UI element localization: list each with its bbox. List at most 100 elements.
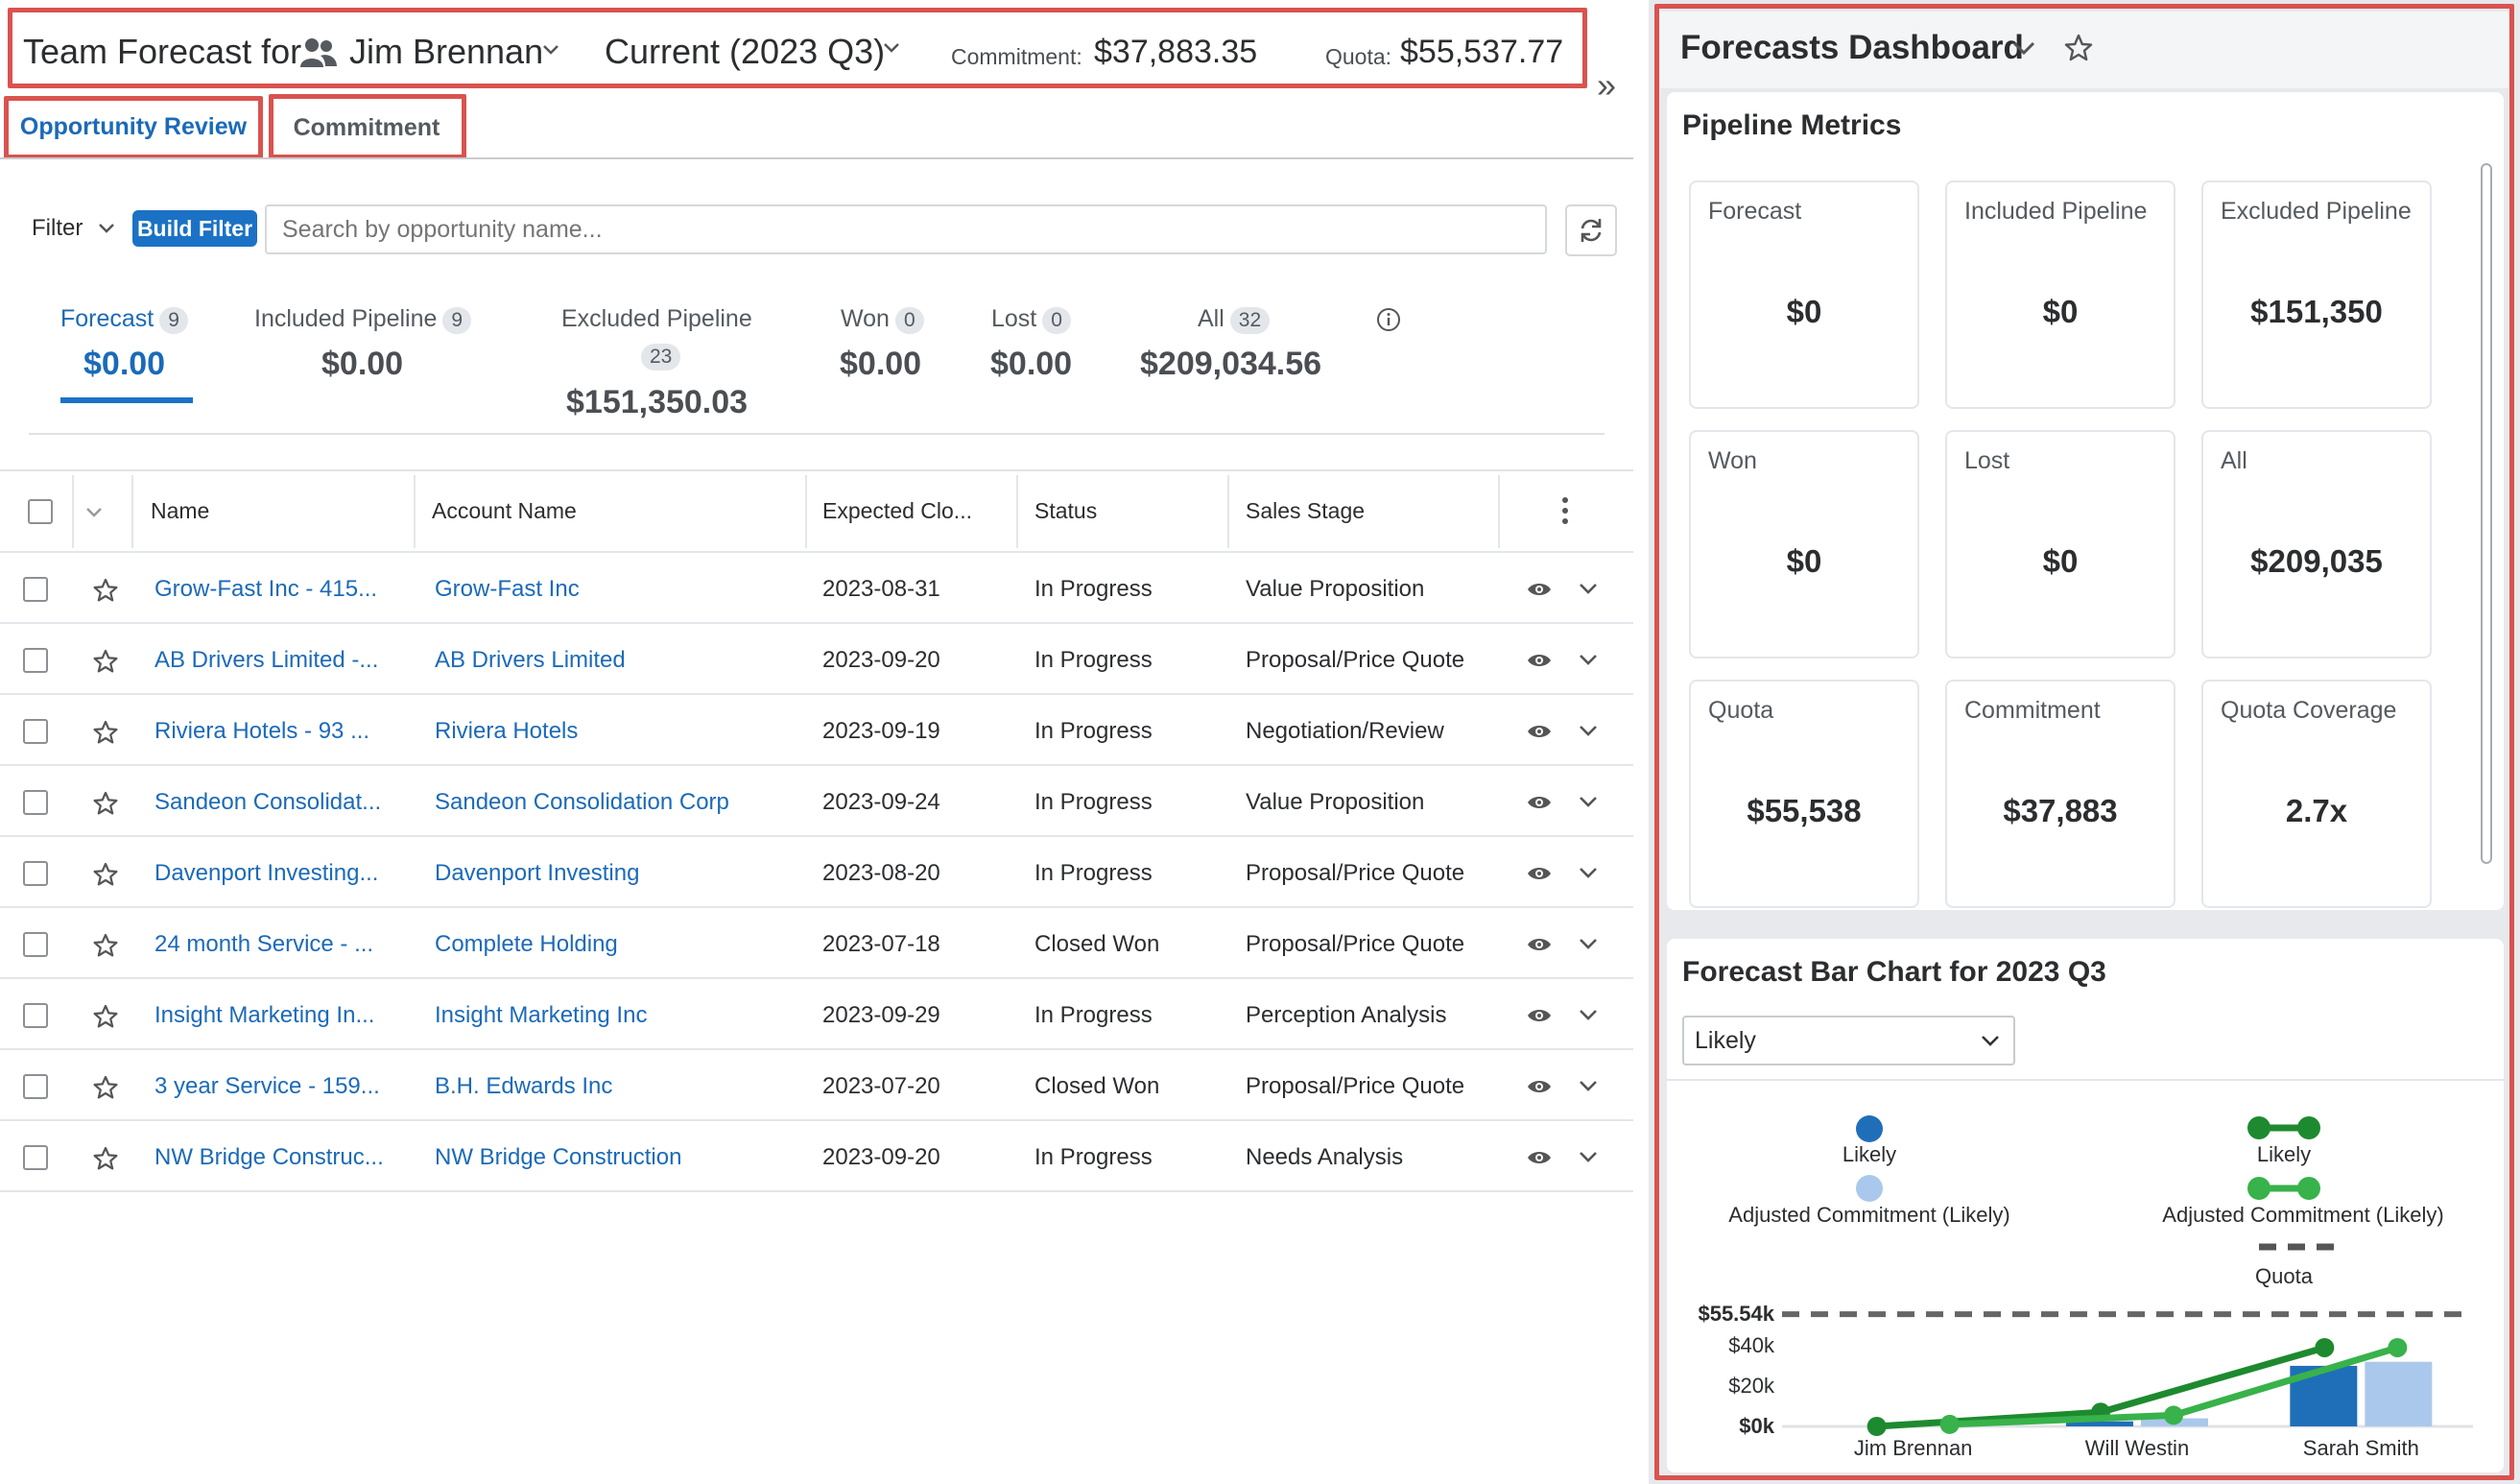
legend-label[interactable]: Quota [2255,1264,2313,1288]
chevron-down-icon[interactable] [542,44,559,56]
account-name-link[interactable]: B.H. Edwards Inc [435,1073,613,1099]
opportunity-name-link[interactable]: Riviera Hotels - 93 ... [155,718,370,744]
eye-icon[interactable] [1527,1007,1552,1024]
metric-tab-forecast[interactable]: Forecast 9 [60,305,188,334]
chevron-down-icon[interactable] [1579,1009,1598,1021]
chevron-down-icon[interactable] [98,223,115,234]
legend-label[interactable]: Adjusted Commitment (Likely) [1728,1203,2010,1227]
forecast-type-select[interactable] [1682,1016,2015,1065]
chevron-down-icon[interactable] [1579,725,1598,737]
metric-tab-all[interactable]: All 32 [1198,305,1271,334]
eye-icon[interactable] [1527,1078,1552,1095]
metric-tab-included-pipeline[interactable]: Included Pipeline 9 [254,305,472,334]
build-filter-button[interactable]: Build Filter [132,210,257,247]
account-name-link[interactable]: Grow-Fast Inc [435,576,580,602]
opportunity-name-link[interactable]: 3 year Service - 159... [155,1073,380,1099]
star-icon[interactable] [92,790,119,817]
star-icon[interactable] [92,648,119,675]
dashboard-title[interactable]: Forecasts Dashboard [1680,29,2024,66]
tab-opportunity-review[interactable]: Opportunity Review [8,100,259,159]
legend-swatch-likely-line[interactable] [2246,1113,2322,1142]
chevron-down-icon[interactable] [2012,41,2035,56]
legend-label[interactable]: Likely [1842,1142,1897,1166]
refresh-button[interactable] [1565,204,1617,256]
row-checkbox[interactable] [23,932,48,957]
eye-icon[interactable] [1527,723,1552,740]
more-vertical-icon[interactable] [1560,495,1570,526]
star-icon[interactable] [92,1003,119,1030]
chevron-down-icon[interactable] [1579,796,1598,808]
row-checkbox[interactable] [23,577,48,602]
column-header-expected-close[interactable]: Expected Clo... [822,498,972,523]
opportunity-name-link[interactable]: NW Bridge Construc... [155,1144,384,1170]
metric-tab-excluded-pipeline[interactable]: Excluded Pipeline [561,305,752,332]
eye-icon[interactable] [1527,581,1552,598]
legend-swatch-adjusted-bar[interactable] [1854,1173,1885,1204]
star-icon[interactable] [92,932,119,959]
account-name-link[interactable]: Riviera Hotels [435,718,579,744]
opportunity-name-link[interactable]: Grow-Fast Inc - 415... [155,576,378,602]
account-name-link[interactable]: Insight Marketing Inc [435,1002,648,1028]
table-row[interactable]: AB Drivers Limited -... AB Drivers Limite… [0,622,1633,693]
table-row[interactable]: Riviera Hotels - 93 ... Riviera Hotels 202… [0,693,1633,764]
account-name-link[interactable]: Sandeon Consolidation Corp [435,789,729,815]
chevron-down-icon[interactable] [1579,583,1598,595]
scrollbar[interactable] [2481,163,2492,864]
eye-icon[interactable] [1527,936,1552,953]
row-checkbox[interactable] [23,1003,48,1028]
star-icon[interactable] [92,577,119,604]
star-icon[interactable] [92,861,119,888]
chevron-down-icon[interactable] [1579,938,1598,950]
table-row[interactable]: 3 year Service - 159... B.H. Edwards Inc 2… [0,1048,1633,1119]
table-row[interactable]: 24 month Service - ... Complete Holding 20… [0,906,1633,977]
user-selector[interactable]: Jim Brennan [349,32,544,71]
row-checkbox[interactable] [23,719,48,744]
table-row[interactable]: NW Bridge Construc... NW Bridge Construct… [0,1119,1633,1190]
account-name-link[interactable]: Complete Holding [435,931,618,957]
account-name-link[interactable]: AB Drivers Limited [435,647,626,673]
collapse-panel-icon[interactable]: » [1597,65,1617,105]
account-name-link[interactable]: NW Bridge Construction [435,1144,682,1170]
table-row[interactable]: Sandeon Consolidat... Sandeon Consolidati… [0,764,1633,835]
opportunity-name-link[interactable]: Davenport Investing... [155,860,379,886]
column-header-account[interactable]: Account Name [432,498,577,523]
chevron-down-icon[interactable] [1981,1035,2000,1047]
column-header-sales-stage[interactable]: Sales Stage [1246,498,1366,523]
chevron-down-icon[interactable] [883,42,900,54]
legend-swatch-likely-bar[interactable] [1854,1113,1885,1144]
row-checkbox[interactable] [23,790,48,815]
chevron-down-icon[interactable] [1579,654,1598,666]
eye-icon[interactable] [1527,652,1552,669]
filter-dropdown[interactable]: Filter [32,215,83,241]
chevron-down-icon[interactable] [85,507,103,518]
opportunity-name-link[interactable]: Sandeon Consolidat... [155,789,382,815]
table-row[interactable]: Insight Marketing In... Insight Marketing… [0,977,1633,1048]
account-name-link[interactable]: Davenport Investing [435,860,640,886]
opportunity-name-link[interactable]: 24 month Service - ... [155,931,374,957]
eye-icon[interactable] [1527,1149,1552,1166]
table-row[interactable]: Grow-Fast Inc - 415... Grow-Fast Inc 2023-… [0,551,1633,622]
row-checkbox[interactable] [23,648,48,673]
period-selector[interactable]: Current (2023 Q3) [605,32,886,71]
metric-tab-lost[interactable]: Lost 0 [991,305,1071,334]
search-input[interactable] [265,204,1547,254]
metric-tab-won[interactable]: Won 0 [841,305,924,334]
row-checkbox[interactable] [23,1074,48,1099]
chevron-down-icon[interactable] [1579,1151,1598,1163]
tab-commitment[interactable]: Commitment [293,113,440,141]
info-icon[interactable] [1376,307,1401,332]
star-icon[interactable] [92,1145,119,1172]
select-all-checkbox[interactable] [28,499,53,524]
row-checkbox[interactable] [23,1145,48,1170]
legend-label[interactable]: Likely [2256,1142,2312,1166]
opportunity-name-link[interactable]: AB Drivers Limited -... [155,647,379,673]
eye-icon[interactable] [1527,794,1552,811]
star-icon[interactable] [92,719,119,746]
table-row[interactable]: Davenport Investing... Davenport Investin… [0,835,1633,906]
opportunity-name-link[interactable]: Insight Marketing In... [155,1002,375,1028]
star-icon[interactable] [2063,33,2094,63]
eye-icon[interactable] [1527,865,1552,882]
legend-label[interactable]: Adjusted Commitment (Likely) [2162,1203,2444,1227]
chevron-down-icon[interactable] [1579,867,1598,879]
row-checkbox[interactable] [23,861,48,886]
